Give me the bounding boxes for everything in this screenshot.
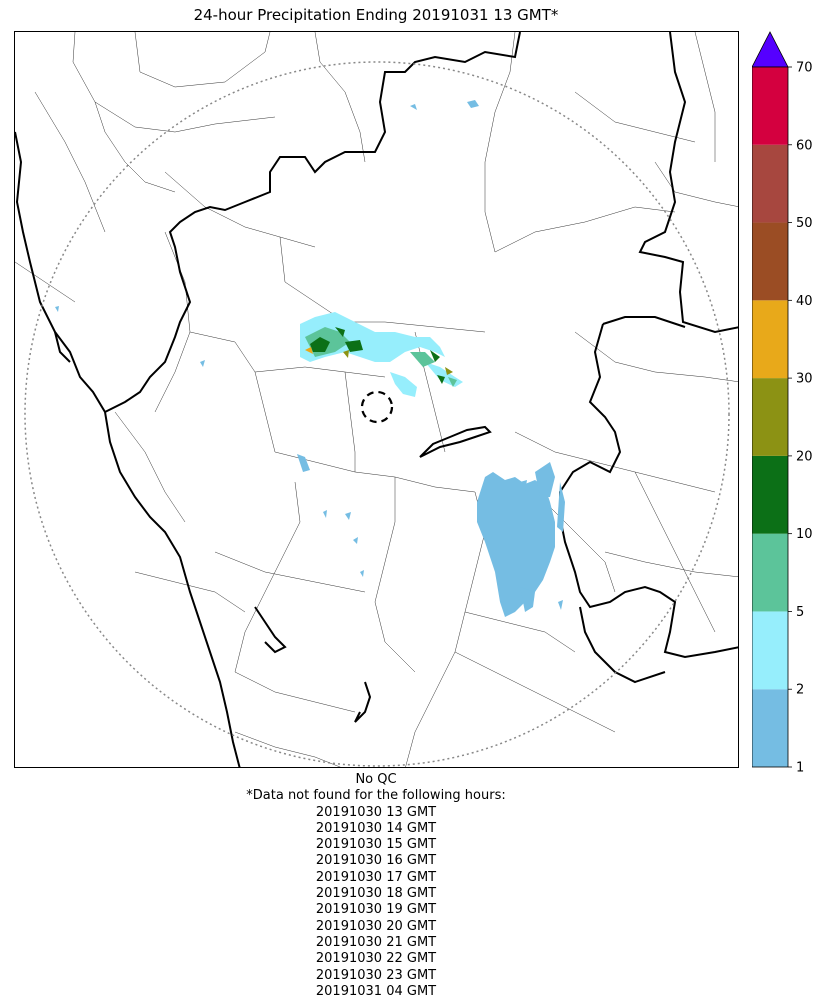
colorbar-tick-label: 10 [796, 527, 813, 542]
missing-hour: 20191030 17 GMT [315, 869, 437, 885]
missing-hour: 20191030 15 GMT [315, 837, 437, 853]
missing-hour: 20191031 04 GMT [315, 983, 437, 999]
colorbar-tick-label: 60 [796, 138, 813, 153]
chart-title: 24-hour Precipitation Ending 20191031 13… [193, 6, 559, 24]
map-canvas [15, 32, 738, 767]
colorbar-segment [752, 689, 788, 767]
radar-center-ring [360, 390, 394, 424]
missing-hour: 20191030 19 GMT [315, 902, 437, 918]
colorbar-segment [752, 67, 788, 145]
radar-range-ring [24, 61, 730, 767]
missing-hour: 20191030 21 GMT [315, 934, 437, 950]
colorbar-tick-label: 20 [796, 449, 813, 464]
colorbar-tick-label: 2 [796, 683, 804, 698]
colorbar-tick-label: 40 [796, 294, 813, 309]
colorbar-tick-label: 1 [796, 761, 804, 774]
missing-hour: 20191030 16 GMT [315, 853, 437, 869]
colorbar-segment [752, 222, 788, 301]
precipitation-map [14, 31, 739, 768]
missing-hour: 20191030 18 GMT [315, 886, 437, 902]
precipitation-echoes [55, 100, 565, 617]
colorbar-segment [752, 455, 788, 534]
colorbar-tick-label: 5 [796, 605, 804, 620]
colorbar-extend-arrow [751, 31, 789, 68]
qc-note: No QC [355, 772, 397, 787]
colorbar-canvas: 1 2 5 10 20 30 40 50 60 70 [751, 31, 813, 776]
colorbar-tick-label: 30 [796, 372, 813, 387]
colorbar-frame [751, 66, 789, 768]
state-boundaries [15, 32, 738, 767]
colorbar-legend: 1 2 5 10 20 30 40 50 60 70 [751, 28, 825, 776]
missing-data-header: *Data not found for the following hours: [246, 788, 506, 804]
colorbar-segment [752, 533, 788, 612]
missing-hour: 20191030 13 GMT [315, 804, 437, 820]
missing-hour: 20191030 22 GMT [315, 951, 437, 967]
missing-hour: 20191030 20 GMT [315, 918, 437, 934]
footnote: No QC *Data not found for the following … [0, 772, 752, 1000]
colorbar-segment [752, 144, 788, 223]
missing-hour: 20191030 14 GMT [315, 820, 437, 836]
missing-hour: 20191030 23 GMT [315, 967, 437, 983]
colorbar-segment [752, 300, 788, 379]
colorbar-segment [752, 611, 788, 690]
colorbar-tick-label: 50 [796, 216, 813, 231]
colorbar-segment [752, 378, 788, 456]
colorbar-tick-label: 70 [796, 61, 813, 76]
